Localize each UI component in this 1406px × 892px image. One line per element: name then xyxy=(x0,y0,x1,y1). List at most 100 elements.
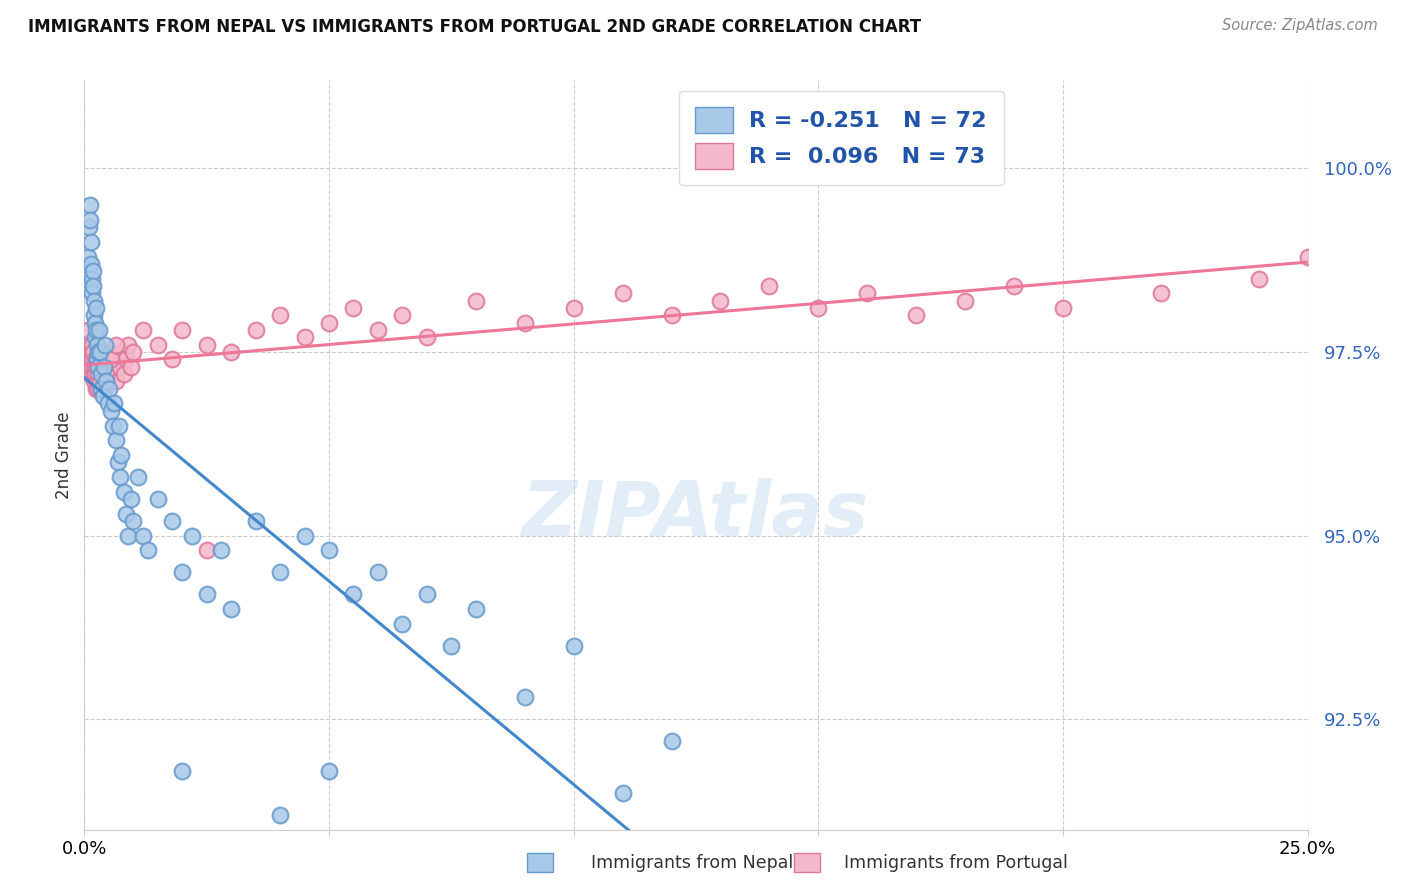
Point xyxy=(146,337,169,351)
Point xyxy=(90,382,112,396)
Point xyxy=(115,352,138,367)
Point xyxy=(132,529,155,543)
Point xyxy=(709,293,731,308)
Point xyxy=(79,352,101,367)
Point xyxy=(101,418,124,433)
Point xyxy=(112,367,135,381)
Point xyxy=(562,301,585,315)
Point xyxy=(953,293,976,308)
Point xyxy=(100,367,122,381)
Point xyxy=(91,389,114,403)
Point xyxy=(103,396,125,410)
Point xyxy=(96,375,118,389)
Point xyxy=(294,330,316,344)
Point xyxy=(83,375,105,389)
Point xyxy=(83,359,105,374)
Point xyxy=(91,367,114,381)
Point xyxy=(1247,271,1270,285)
Point xyxy=(172,566,194,580)
Point xyxy=(105,375,128,389)
Point xyxy=(84,330,107,344)
Point xyxy=(120,359,142,374)
Point xyxy=(83,309,105,323)
Point xyxy=(136,543,159,558)
Point xyxy=(269,566,291,580)
Point xyxy=(219,345,242,359)
Point xyxy=(661,309,683,323)
Point xyxy=(562,639,585,653)
Point xyxy=(162,352,184,367)
Point xyxy=(100,404,122,418)
Point xyxy=(84,323,107,337)
Y-axis label: 2nd Grade: 2nd Grade xyxy=(55,411,73,499)
Point xyxy=(1002,279,1025,293)
Point xyxy=(269,309,291,323)
Point xyxy=(856,286,879,301)
Point xyxy=(1296,250,1319,264)
Point xyxy=(86,352,108,367)
Text: Immigrants from Portugal: Immigrants from Portugal xyxy=(844,855,1067,872)
Point xyxy=(513,316,536,330)
Point xyxy=(219,602,242,616)
Point xyxy=(758,279,780,293)
Point xyxy=(94,337,117,351)
Point xyxy=(86,345,108,359)
Point xyxy=(172,764,194,778)
Point xyxy=(117,529,139,543)
Point xyxy=(342,587,364,601)
Point xyxy=(245,323,267,337)
Point xyxy=(83,293,105,308)
Point xyxy=(209,543,232,558)
Point xyxy=(83,316,105,330)
Point xyxy=(80,359,103,374)
Point xyxy=(1150,286,1173,301)
Point xyxy=(89,345,111,359)
Point xyxy=(103,352,125,367)
Point xyxy=(162,514,184,528)
Point xyxy=(612,286,634,301)
Point xyxy=(90,367,112,381)
Point xyxy=(82,352,104,367)
Point xyxy=(86,375,108,389)
Point xyxy=(181,529,204,543)
Point xyxy=(391,616,413,631)
Text: IMMIGRANTS FROM NEPAL VS IMMIGRANTS FROM PORTUGAL 2ND GRADE CORRELATION CHART: IMMIGRANTS FROM NEPAL VS IMMIGRANTS FROM… xyxy=(28,18,921,36)
Point xyxy=(86,367,108,381)
Point xyxy=(93,382,115,396)
Point xyxy=(77,337,100,351)
Point xyxy=(110,345,132,359)
Point xyxy=(86,352,108,367)
Point xyxy=(84,301,107,315)
Point xyxy=(82,345,104,359)
Point xyxy=(105,434,128,448)
Point xyxy=(440,639,463,653)
Point xyxy=(84,359,107,374)
Point xyxy=(80,345,103,359)
Point xyxy=(112,484,135,499)
Point xyxy=(122,345,145,359)
Point xyxy=(464,602,486,616)
Point xyxy=(84,367,107,381)
Point xyxy=(416,330,439,344)
Point xyxy=(80,257,103,271)
Point xyxy=(122,514,145,528)
Point xyxy=(97,382,120,396)
Point xyxy=(612,786,634,800)
Point xyxy=(80,337,103,351)
Point xyxy=(83,352,105,367)
Point xyxy=(90,382,112,396)
Text: Source: ZipAtlas.com: Source: ZipAtlas.com xyxy=(1222,18,1378,33)
Point xyxy=(79,198,101,212)
Point xyxy=(132,323,155,337)
Point xyxy=(79,367,101,381)
Point xyxy=(219,859,242,873)
Text: ZIPAtlas: ZIPAtlas xyxy=(522,478,870,552)
Point xyxy=(76,271,98,285)
Point xyxy=(117,337,139,351)
Point xyxy=(82,367,104,381)
Point xyxy=(100,352,122,367)
Point xyxy=(96,367,118,381)
Point xyxy=(84,382,107,396)
Point xyxy=(97,396,120,410)
Point xyxy=(87,323,110,337)
